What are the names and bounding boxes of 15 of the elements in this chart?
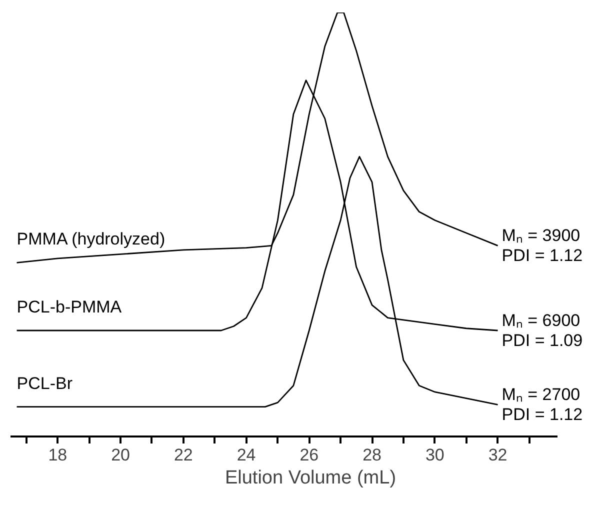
x-axis-title: Elution Volume (mL) [224, 468, 396, 488]
x-tick-label: 20 [111, 446, 130, 464]
x-tick-label: 26 [300, 446, 319, 464]
x-tick-label: 30 [425, 446, 444, 464]
series-label: PMMA (hydrolyzed) [16, 230, 166, 249]
annotation: Mₙ = 2700 PDI = 1.12 [502, 385, 583, 424]
x-tick-label: 22 [174, 446, 193, 464]
x-tick-label: 28 [362, 446, 382, 464]
x-tick-label: 32 [488, 446, 508, 464]
annotation: Mₙ = 6900 PDI = 1.09 [502, 311, 583, 350]
x-tick-label: 24 [236, 446, 256, 464]
annotation: Mₙ = 3900 PDI = 1.12 [502, 226, 583, 266]
series-label: PCL-Br [16, 374, 73, 393]
x-tick-label: 18 [48, 446, 68, 464]
series-label: PCL-b-PMMA [16, 298, 122, 316]
